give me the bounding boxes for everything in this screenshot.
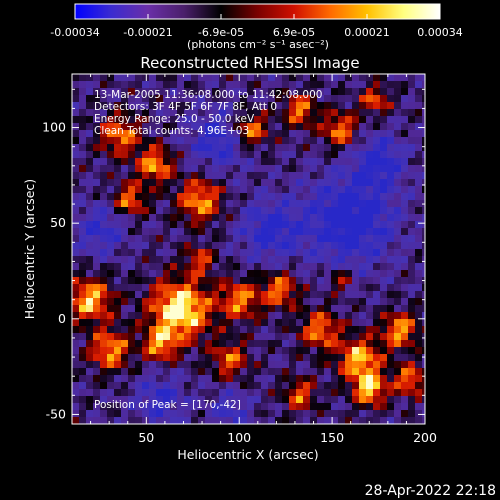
x-tick-label: 200 xyxy=(413,430,437,445)
colorbar-tick-label: -0.00021 xyxy=(123,26,172,39)
colorbar-tick-label: -0.00034 xyxy=(50,26,99,39)
plot-frame xyxy=(71,73,426,425)
y-tick-label: 50 xyxy=(50,215,66,230)
colorbar-gradient xyxy=(74,3,441,20)
colorbar-tick-label: 0.00034 xyxy=(417,26,463,39)
annotation-block: 13-Mar-2005 11:36:08.000 to 11:42:08.000… xyxy=(94,89,322,137)
annotation-clean-counts: Clean Total counts: 4.96E+03 xyxy=(94,125,249,137)
colorbar-tick-label: 0.00021 xyxy=(344,26,390,39)
annotation-detectors: Detectors: 3F 4F 5F 6F 7F 8F, Att 0 xyxy=(94,101,277,113)
colorbar: -0.00034 -0.00021 -6.9e-05 6.9e-05 0.00021 0.… xyxy=(50,3,463,51)
chart-title: Reconstructed RHESSI Image xyxy=(140,54,359,72)
y-tick-label: 100 xyxy=(42,120,66,135)
x-tick-label: 50 xyxy=(138,430,154,445)
x-tick-label: 100 xyxy=(227,430,251,445)
colorbar-unit-label: (photons cm⁻² s⁻¹ asec⁻²) xyxy=(187,38,329,51)
y-tick-label: -50 xyxy=(46,406,66,421)
y-axis-label: Heliocentric Y (arcsec) xyxy=(22,179,37,319)
heatmap-image xyxy=(72,74,425,424)
annotation-energy-range: Energy Range: 25.0 - 50.0 keV xyxy=(94,113,255,125)
axis-ticks: 50 100 150 200 -50 0 50 100 xyxy=(42,74,437,445)
x-axis-label: Heliocentric X (arcsec) xyxy=(177,447,318,462)
x-tick-label: 150 xyxy=(320,430,344,445)
render-timestamp: 28-Apr-2022 22:18 xyxy=(365,483,496,499)
y-tick-label: 0 xyxy=(58,311,66,326)
annotation-time-range: 13-Mar-2005 11:36:08.000 to 11:42:08.000 xyxy=(94,89,322,101)
colorbar-tick-label: -6.9e-05 xyxy=(198,26,244,39)
colorbar-tick-label: 6.9e-05 xyxy=(273,26,315,39)
peak-position-label: Position of Peak = [170,-42] xyxy=(94,399,241,411)
